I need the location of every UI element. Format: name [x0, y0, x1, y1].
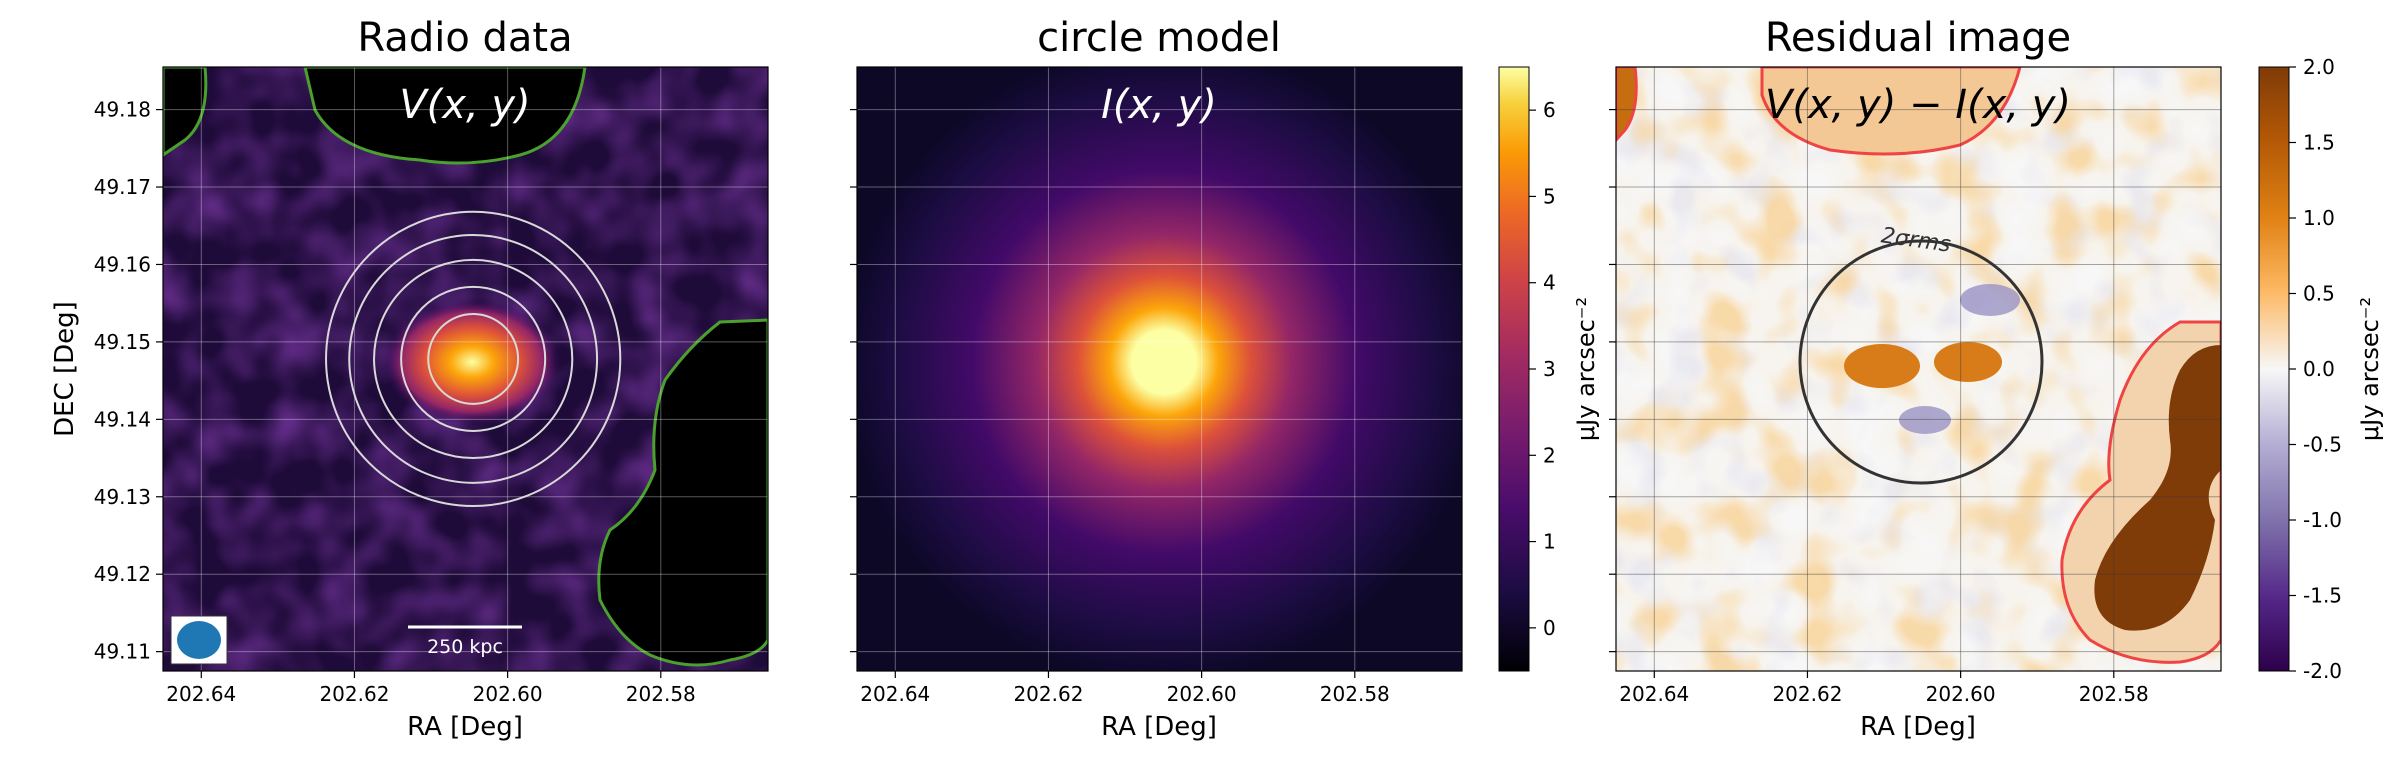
colorbar-tick-label: 6 — [1543, 98, 1556, 122]
colorbar-ticks-model: 0 1 2 3 4 5 6 — [1529, 98, 1556, 640]
colorbar-tick-label: -1.0 — [2303, 508, 2342, 532]
y-ticks-residual — [1609, 108, 1616, 653]
residual-blob-left — [1844, 344, 1920, 388]
residual-mask-topleft — [1616, 67, 1638, 143]
x-tick-label: 202.60 — [1926, 682, 1996, 706]
x-tick-label: 202.58 — [1320, 682, 1390, 706]
grid-model — [857, 67, 1462, 671]
residual-dip-bottom — [1899, 406, 1951, 434]
overlay-label-radio: V(x, y) — [399, 82, 530, 128]
axes-frame-model — [856, 66, 1463, 672]
residual-dip-top — [1960, 284, 2020, 316]
y-tick-label: 49.18 — [94, 98, 151, 122]
colorbar-tick-label: 2.0 — [2303, 55, 2335, 79]
ylabel-radio: DEC [Deg] — [50, 301, 80, 437]
x-ticks-radio: 202.64 202.62 202.60 202.58 — [166, 671, 696, 706]
colorbar-tick-label: 1 — [1543, 530, 1556, 554]
x-tick-label: 202.60 — [1167, 682, 1237, 706]
colorbar-label-model: μJy arcsec⁻² — [1572, 297, 1600, 441]
x-tick-label: 202.60 — [473, 682, 543, 706]
scale-bar-label: 250 kpc — [427, 636, 503, 658]
xlabel-radio: RA [Deg] — [407, 712, 523, 742]
colorbar-ticks-residual: -2.0 -1.5 -1.0 -0.5 0.0 0.5 1.0 1.5 2.0 — [2289, 55, 2342, 683]
radio-source — [384, 300, 560, 424]
aperture-ring — [325, 210, 622, 508]
grid-residual — [1616, 67, 2221, 671]
y-tick-label: 49.14 — [94, 407, 151, 431]
y-tick-label: 49.17 — [94, 175, 151, 199]
colorbar-tick-label: 0.0 — [2303, 357, 2335, 381]
mask-region-topleft — [163, 67, 208, 157]
panel-radio-data: 250 kpc Radio data V(x, y) 202.64 202.62 2… — [50, 15, 769, 742]
beam-ellipse — [177, 621, 221, 659]
x-tick-label: 202.62 — [1013, 682, 1083, 706]
y-ticks-radio: 49.11 49.12 49.13 49.14 49.15 49.16 49.17 49.18 — [94, 98, 163, 664]
colorbar-tick-label: 0.5 — [2303, 282, 2335, 306]
axes-frame-radio — [162, 66, 769, 672]
colorbar-tick-label: 5 — [1543, 184, 1556, 208]
x-tick-label: 202.62 — [319, 682, 389, 706]
y-tick-label: 49.15 — [94, 330, 151, 354]
residual-bright-region — [2094, 345, 2221, 631]
aperture-rings — [325, 210, 622, 508]
colorbar-residual — [2258, 66, 2290, 672]
colorbar-tick-label: 1.0 — [2303, 206, 2335, 230]
colorbar-tick-label: 2 — [1543, 443, 1556, 467]
x-ticks-residual: 202.64 202.62 202.60 202.58 — [1619, 671, 2149, 706]
aperture-ring — [427, 313, 520, 405]
aperture-ring — [400, 285, 547, 432]
title-radio: Radio data — [357, 15, 572, 61]
colorbar-tick-label: 0 — [1543, 616, 1556, 640]
residual-blob-right — [1934, 342, 2002, 382]
colorbar-tick-label: -0.5 — [2303, 433, 2342, 457]
sigma-circle — [1798, 239, 2044, 485]
xlabel-residual: RA [Deg] — [1860, 712, 1976, 742]
grid-radio — [163, 67, 768, 671]
title-residual: Residual image — [1765, 15, 2071, 61]
x-ticks-model: 202.64 202.62 202.60 202.58 — [860, 671, 1390, 706]
x-tick-label: 202.64 — [860, 682, 930, 706]
title-model: circle model — [1037, 15, 1281, 61]
colorbar-tick-label: -2.0 — [2303, 659, 2342, 683]
overlay-label-model: I(x, y) — [1101, 82, 1217, 128]
axes-frame-residual — [1615, 66, 2222, 672]
x-tick-label: 202.64 — [1619, 682, 1689, 706]
colorbar-tick-label: 4 — [1543, 271, 1556, 295]
panel-residual: 2σrms Residual image V(x, y) − I(x, y) 2… — [1609, 15, 2384, 742]
colorbar-tick-label: 3 — [1543, 357, 1556, 381]
xlabel-model: RA [Deg] — [1101, 712, 1217, 742]
y-tick-label: 49.12 — [94, 562, 151, 586]
aperture-ring — [348, 234, 599, 484]
mask-region-top — [303, 67, 587, 165]
y-ticks-model — [850, 108, 857, 653]
overlay-label-residual: V(x, y) − I(x, y) — [1765, 82, 2071, 128]
model-profile — [857, 67, 1462, 671]
colorbar-label-residual: μJy arcsec⁻² — [2356, 297, 2384, 441]
colorbar-tick-label: 1.5 — [2303, 131, 2335, 155]
x-tick-label: 202.58 — [626, 682, 696, 706]
mask-region-right — [597, 318, 768, 667]
panel-circle-model: circle model I(x, y) 202.64 202.62 202.60 2… — [850, 15, 1600, 742]
colorbar-model — [1498, 66, 1530, 672]
aperture-ring — [373, 258, 574, 460]
x-tick-label: 202.64 — [166, 682, 236, 706]
x-tick-label: 202.62 — [1772, 682, 1842, 706]
y-tick-label: 49.13 — [94, 485, 151, 509]
y-tick-label: 49.11 — [94, 640, 151, 664]
x-tick-label: 202.58 — [2079, 682, 2149, 706]
y-tick-label: 49.16 — [94, 252, 151, 276]
colorbar-tick-label: -1.5 — [2303, 584, 2342, 608]
residual-mask-top — [1760, 67, 2022, 156]
